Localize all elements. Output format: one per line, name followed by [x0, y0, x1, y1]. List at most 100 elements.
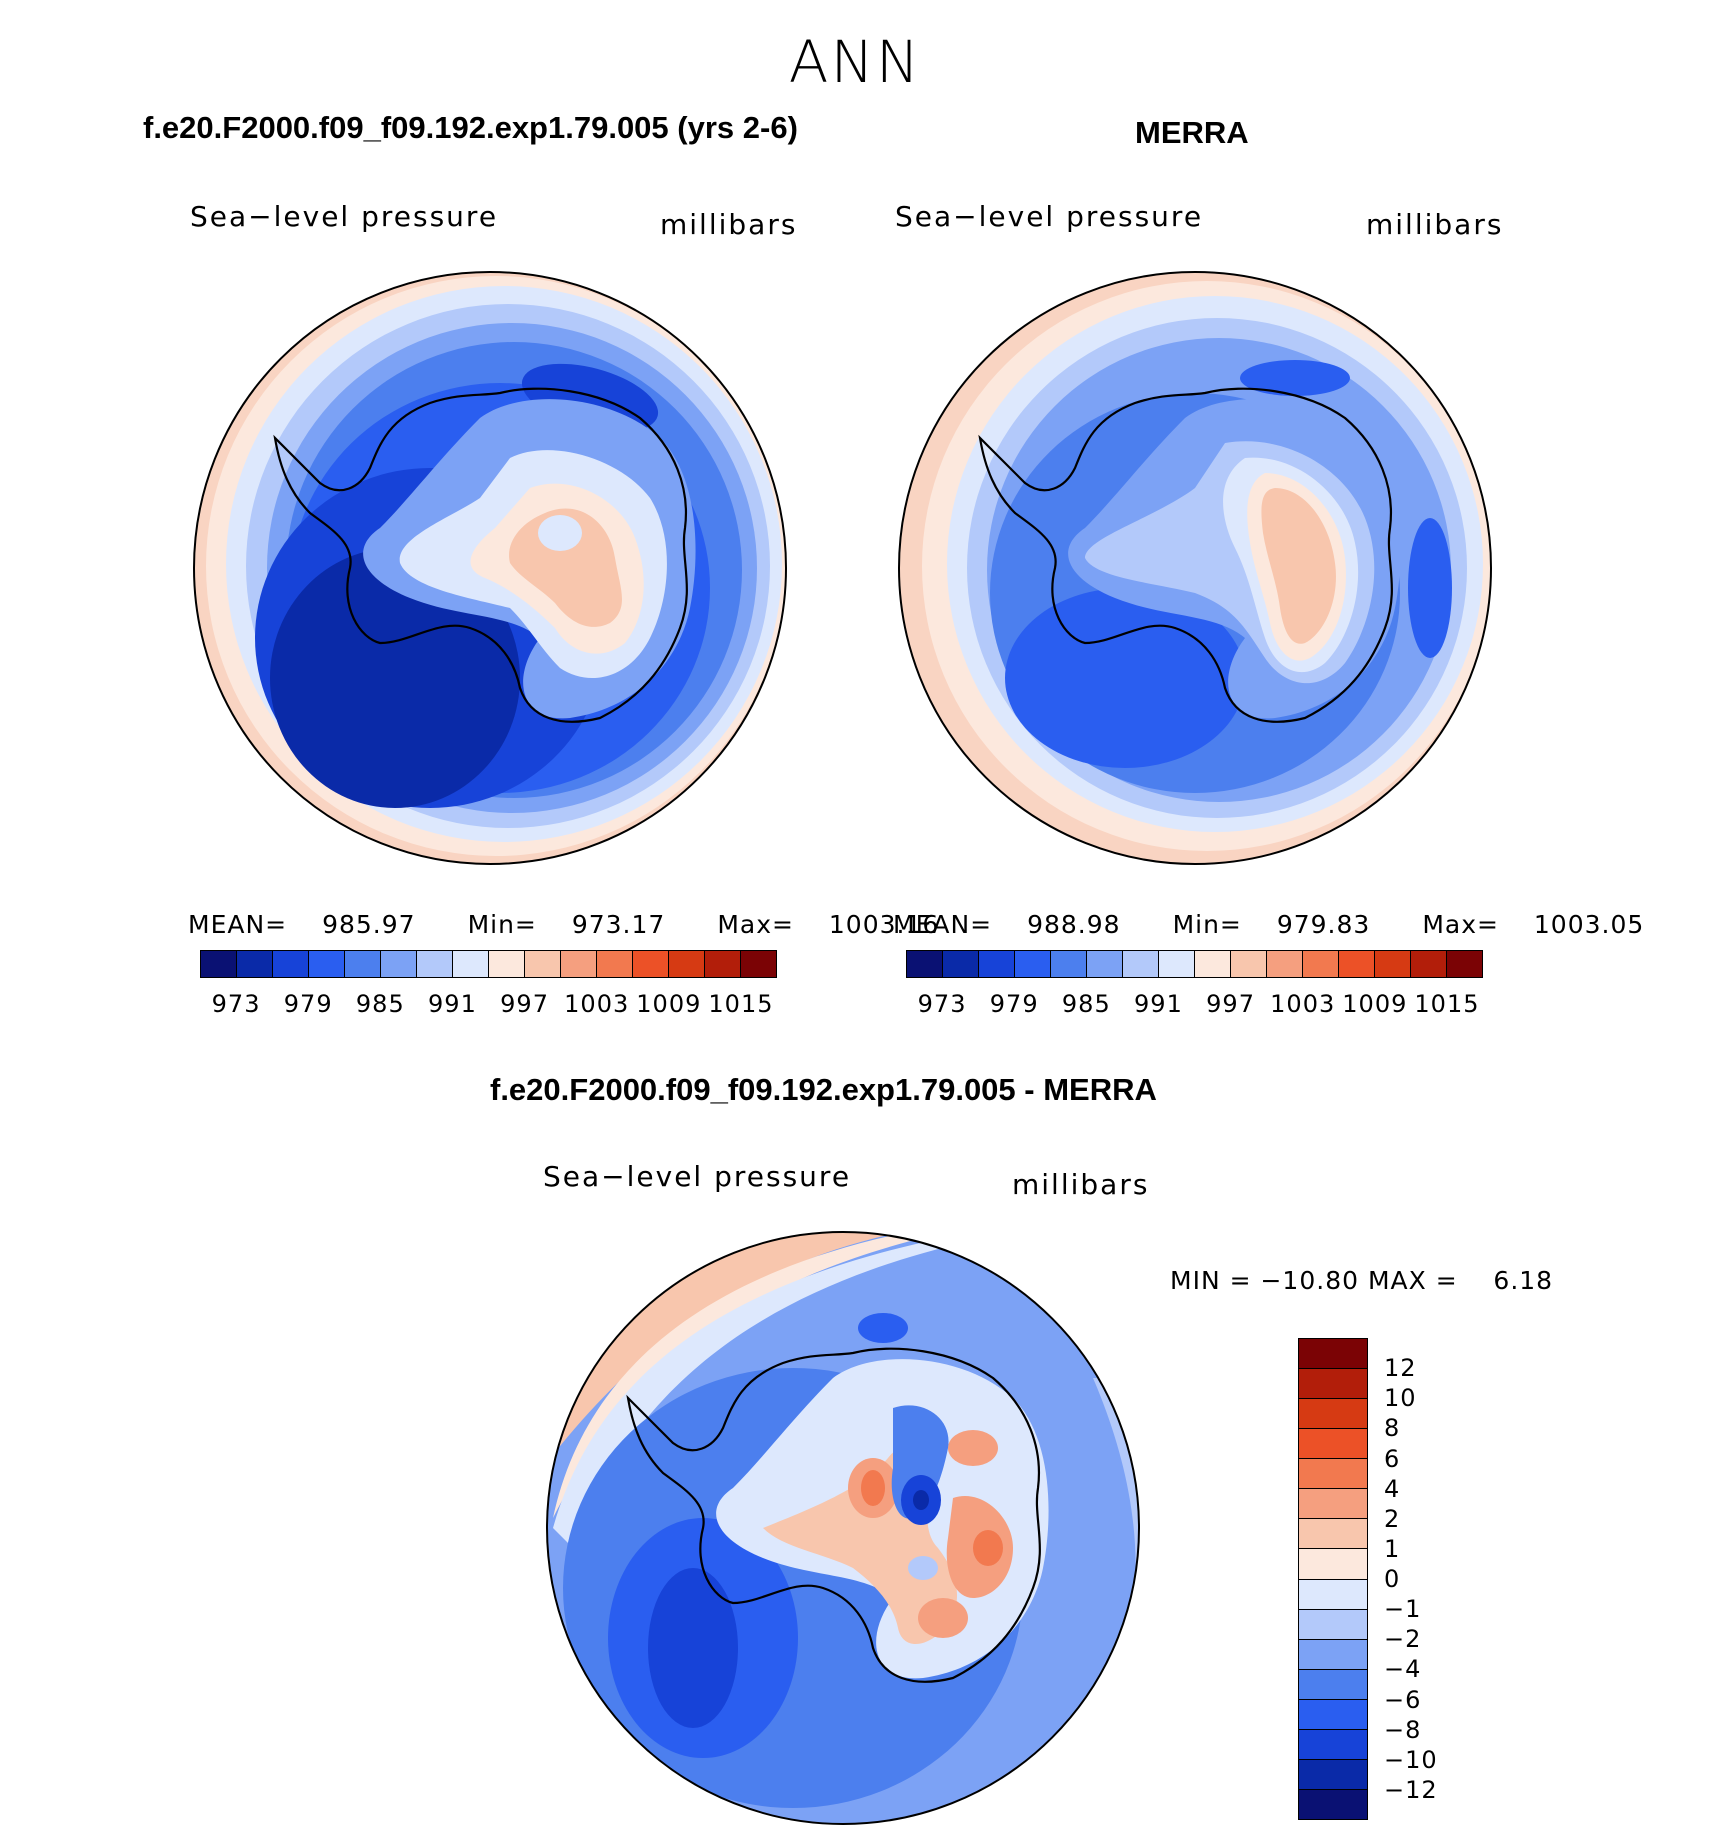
panel1-colorbar-box	[381, 951, 417, 977]
panel1-colorbar-tick: 979	[283, 990, 333, 1018]
panel1-colorbar-box	[525, 951, 561, 977]
panel2-colorbar-box	[1339, 951, 1375, 977]
panel1-colorbar-box	[633, 951, 669, 977]
panel1-colorbar-tick: 985	[355, 990, 405, 1018]
panel3-minmax: MIN = −10.80 MAX = 6.18	[1170, 1266, 1554, 1295]
panel3-colorbar-box	[1299, 1399, 1367, 1430]
panel3-colorbar-box	[1299, 1519, 1367, 1550]
panel1-colorbar-box	[345, 951, 381, 977]
panel3-colorbar-box	[1299, 1489, 1367, 1520]
panel3-colorbar-box	[1299, 1669, 1367, 1700]
panel2-units-label: millibars	[1366, 208, 1504, 241]
panel3-colorbar-box	[1299, 1609, 1367, 1640]
panel3-colorbar-box	[1299, 1369, 1367, 1400]
panel3-colorbar-tick: 12	[1384, 1354, 1417, 1383]
panel3-colorbar-box	[1299, 1729, 1367, 1760]
panel2-title: MERRA	[1135, 115, 1249, 150]
panel2-colorbar-tick: 991	[1134, 990, 1183, 1018]
panel1-colorbar-box	[597, 951, 633, 977]
panel2-colorbar-box	[1051, 951, 1087, 977]
panel1-map	[193, 271, 787, 865]
panel1-colorbar-tick: 1009	[636, 990, 702, 1018]
figure-season-title: ANN	[788, 28, 922, 96]
panel3-colorbar-box	[1299, 1579, 1367, 1610]
panel1-colorbar-tick: 1015	[708, 990, 774, 1018]
panel2-max-value: 1003.05	[1533, 910, 1645, 939]
panel3-colorbar-box	[1299, 1339, 1367, 1370]
panel3-colorbar-tick: −12	[1384, 1775, 1438, 1804]
panel1-colorbar-box	[561, 951, 597, 977]
panel1-colorbar	[200, 950, 777, 978]
panel3-colorbar-box	[1299, 1459, 1367, 1490]
panel3-colorbar-box	[1299, 1639, 1367, 1670]
panel1-colorbar-box	[741, 951, 776, 977]
panel1-colorbar-box	[309, 951, 345, 977]
panel3-title: f.e20.F2000.f09_f09.192.exp1.79.005 - ME…	[490, 1072, 1157, 1107]
panel3-colorbar-tick: −1	[1384, 1595, 1422, 1624]
panel3-colorbar-box	[1299, 1429, 1367, 1460]
panel2-colorbar	[906, 950, 1483, 978]
panel2-mean-value: 988.98	[1027, 910, 1121, 939]
panel1-stats: MEAN= 985.97 Min= 973.17 Max= 1003.16	[188, 910, 991, 939]
panel2-colorbar-box	[979, 951, 1015, 977]
panel2-colorbar-box	[1195, 951, 1231, 977]
panel1-min-value: 973.17	[571, 910, 666, 939]
panel2-colorbar-box	[1123, 951, 1159, 977]
panel1-mean-label: MEAN=	[188, 910, 288, 939]
panel3-colorbar-tick: 8	[1384, 1414, 1401, 1443]
panel1-max-value: 1003.16	[828, 910, 940, 939]
panel3-colorbar-ticks: 12 10 8 6 4 2 1 0 −1 −2 −4 −6 −8 −10 −12	[1384, 1338, 1464, 1820]
panel2-colorbar-box	[907, 951, 943, 977]
panel3-colorbar-tick: −8	[1384, 1715, 1422, 1744]
panel1-colorbar-box	[489, 951, 525, 977]
panel2-min-label: Min=	[1172, 910, 1242, 939]
panel3-colorbar-tick: 1	[1384, 1534, 1401, 1563]
panel1-colorbar-tick: 991	[428, 990, 477, 1018]
panel2-colorbar-box	[1267, 951, 1303, 977]
panel3-colorbar-box	[1299, 1699, 1367, 1730]
panel3-variable-label: Sea−level pressure	[543, 1160, 852, 1193]
panel2-min-value: 979.83	[1276, 910, 1371, 939]
panel1-colorbar-box	[273, 951, 309, 977]
panel2-colorbar-tick: 997	[1206, 990, 1255, 1018]
panel2-colorbar-tick: 973	[917, 990, 967, 1018]
panel3-colorbar-tick: 0	[1384, 1565, 1401, 1593]
panel2-colorbar-ticks: 973 979 985 991 997 1003 1009 1015	[906, 990, 1483, 1020]
panel2-colorbar-box	[1447, 951, 1482, 977]
panel1-title: f.e20.F2000.f09_f09.192.exp1.79.005 (yrs…	[143, 110, 798, 145]
panel1-colorbar-box	[453, 951, 489, 977]
panel1-min-label: Min=	[467, 910, 537, 939]
panel2-colorbar-tick: 1003	[1270, 990, 1336, 1018]
panel3-units-label: millibars	[1012, 1168, 1150, 1201]
panel1-max-label: Max=	[717, 910, 794, 939]
panel2-stats: MEAN= 988.98 Min= 979.83 Max= 1003.05	[893, 910, 1696, 939]
panel2-colorbar-box	[1375, 951, 1411, 977]
panel3-colorbar	[1298, 1338, 1368, 1820]
panel1-colorbar-tick: 973	[211, 990, 261, 1018]
panel2-map	[898, 271, 1492, 865]
panel3-map	[546, 1231, 1140, 1825]
panel1-colorbar-box	[237, 951, 273, 977]
panel1-colorbar-tick: 997	[500, 990, 549, 1018]
panel1-colorbar-box	[705, 951, 741, 977]
panel1-colorbar-ticks: 973 979 985 991 997 1003 1009 1015	[200, 990, 777, 1020]
panel3-colorbar-box	[1299, 1759, 1367, 1790]
panel3-colorbar-tick: 2	[1384, 1504, 1401, 1533]
panel3-colorbar-box	[1299, 1549, 1367, 1580]
panel2-colorbar-box	[943, 951, 979, 977]
panel2-colorbar-box	[1087, 951, 1123, 977]
panel2-mean-label: MEAN=	[893, 910, 993, 939]
panel1-colorbar-box	[669, 951, 705, 977]
panel2-colorbar-tick: 1015	[1414, 990, 1480, 1018]
panel3-colorbar-tick: −4	[1384, 1655, 1422, 1684]
panel1-mean-value: 985.97	[322, 910, 416, 939]
panel3-colorbar-tick: −6	[1384, 1685, 1422, 1714]
panel2-max-label: Max=	[1422, 910, 1499, 939]
panel2-colorbar-box	[1303, 951, 1339, 977]
panel3-colorbar-tick: 4	[1384, 1474, 1401, 1503]
panel2-colorbar-box	[1231, 951, 1267, 977]
panel3-colorbar-tick: −2	[1384, 1625, 1422, 1654]
panel1-colorbar-box	[417, 951, 453, 977]
panel1-variable-label: Sea−level pressure	[190, 200, 499, 233]
panel2-colorbar-tick: 985	[1061, 990, 1111, 1018]
